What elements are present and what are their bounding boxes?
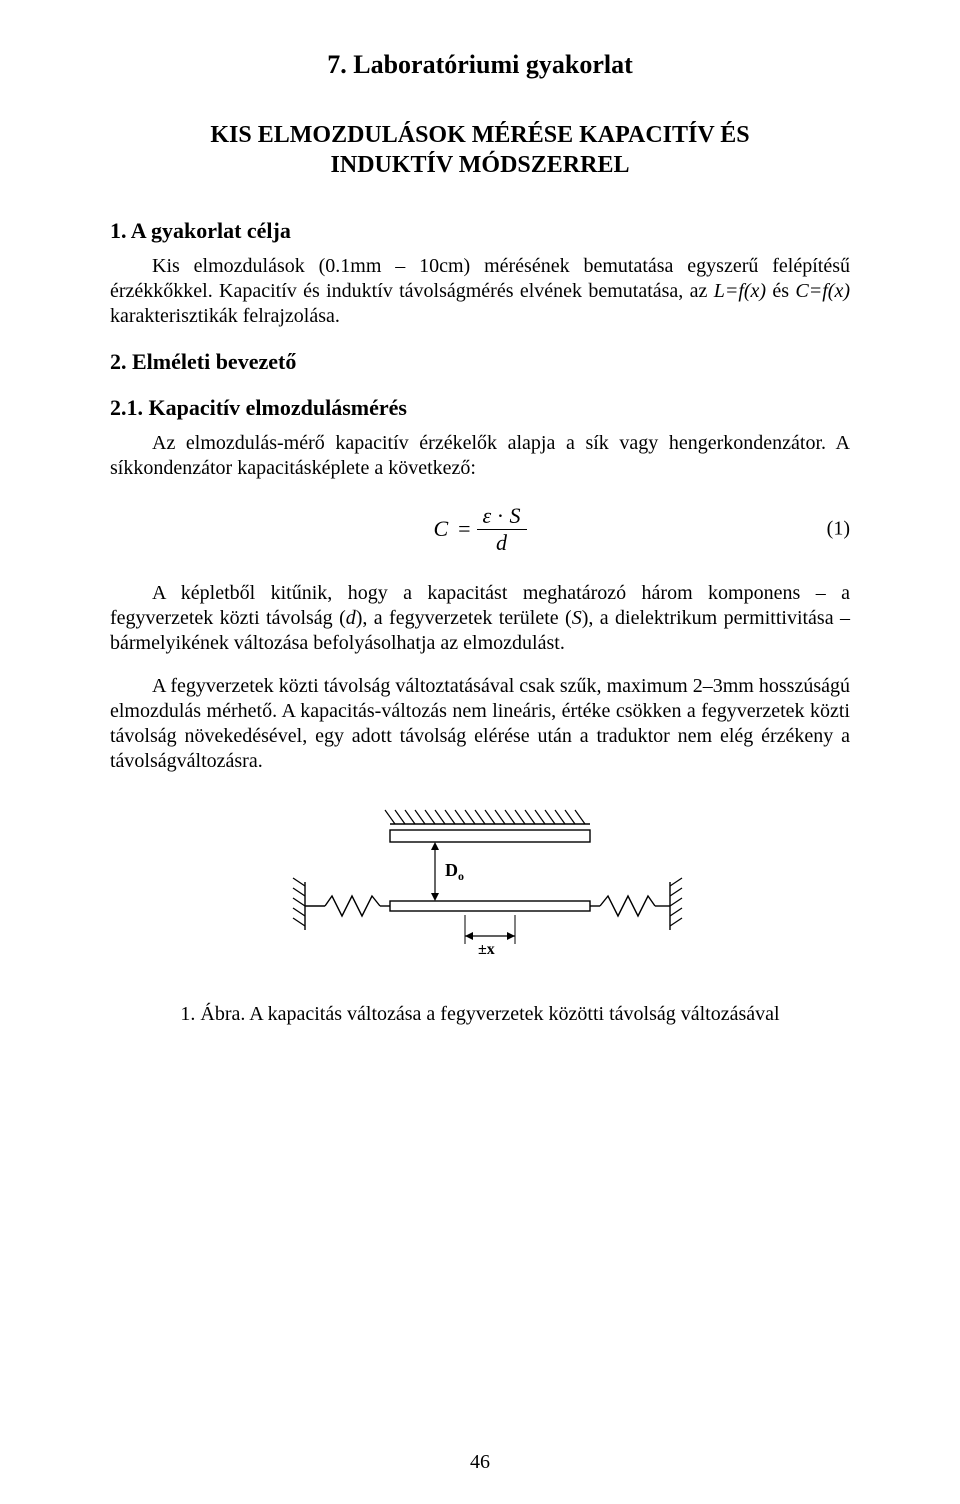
para1-text-c: karakterisztikák felrajzolása. [110,305,340,327]
figure-1-container: Do [110,804,850,979]
equation-1-row: C = ε · S d (1) [110,499,850,559]
document-main-title: 7. Laboratóriumi gyakorlat [110,50,850,80]
pmx-dimension: ±x [465,915,515,958]
figure-1-caption: 1. Ábra. A kapacitás változása a fegyver… [110,1003,850,1026]
right-hatch [670,878,682,930]
top-hatch [385,810,590,824]
paragraph-3: A képletből kitűnik, hogy a kapacitást m… [110,581,850,656]
para3-b: ), a fegyverzetek területe ( [356,607,572,629]
pmx-label: ±x [478,941,495,958]
eq-numerator: ε · S [477,505,527,530]
para1-text-b: és [766,280,795,302]
paragraph-2: Az elmozdulás-mérő kapacitív érzékelők a… [110,431,850,481]
page-container: 7. Laboratóriumi gyakorlat KIS ELMOZDULÁ… [0,0,960,1504]
d0-dimension: Do [431,842,464,901]
document-subtitle: KIS ELMOZDULÁSOK MÉRÉSE KAPACITÍV ÉS IND… [110,120,850,180]
eq-lhs: C [433,516,448,542]
equation-1-number: (1) [827,518,850,541]
equation-1: C = ε · S d [433,505,526,554]
eq-equals: = [458,516,470,542]
paragraph-1: Kis elmozdulások (0.1mm – 10cm) méréséne… [110,254,850,329]
page-number: 46 [470,1451,490,1474]
eq-eps: ε [483,503,492,528]
subtitle-line-2: INDUKTÍV MÓDSZERREL [331,152,630,178]
d0-label: Do [445,860,464,883]
right-spring [590,896,670,916]
eq-dot: · [497,503,504,528]
section-1-heading: 1. A gyakorlat célja [110,218,850,244]
eq-denominator: d [490,530,513,554]
bottom-plate [390,901,590,911]
subtitle-line-1: KIS ELMOZDULÁSOK MÉRÉSE KAPACITÍV ÉS [210,122,749,148]
para3-d: d [346,607,356,629]
section-2-heading: 2. Elméleti bevezető [110,349,850,375]
top-plate [390,830,590,842]
left-spring [305,896,390,916]
paragraph-4: A fegyverzetek közti távolság változtatá… [110,674,850,774]
eq-S: S [510,503,521,528]
para3-S: S [572,607,582,629]
section-21-heading: 2.1. Kapacitív elmozdulásmérés [110,395,850,421]
left-hatch [293,878,305,930]
para1-lfx: L=f(x) [714,280,766,302]
capacitor-diagram-svg: Do [270,804,690,974]
para1-cfx: C=f(x) [795,280,850,302]
eq-fraction: ε · S d [477,505,527,554]
